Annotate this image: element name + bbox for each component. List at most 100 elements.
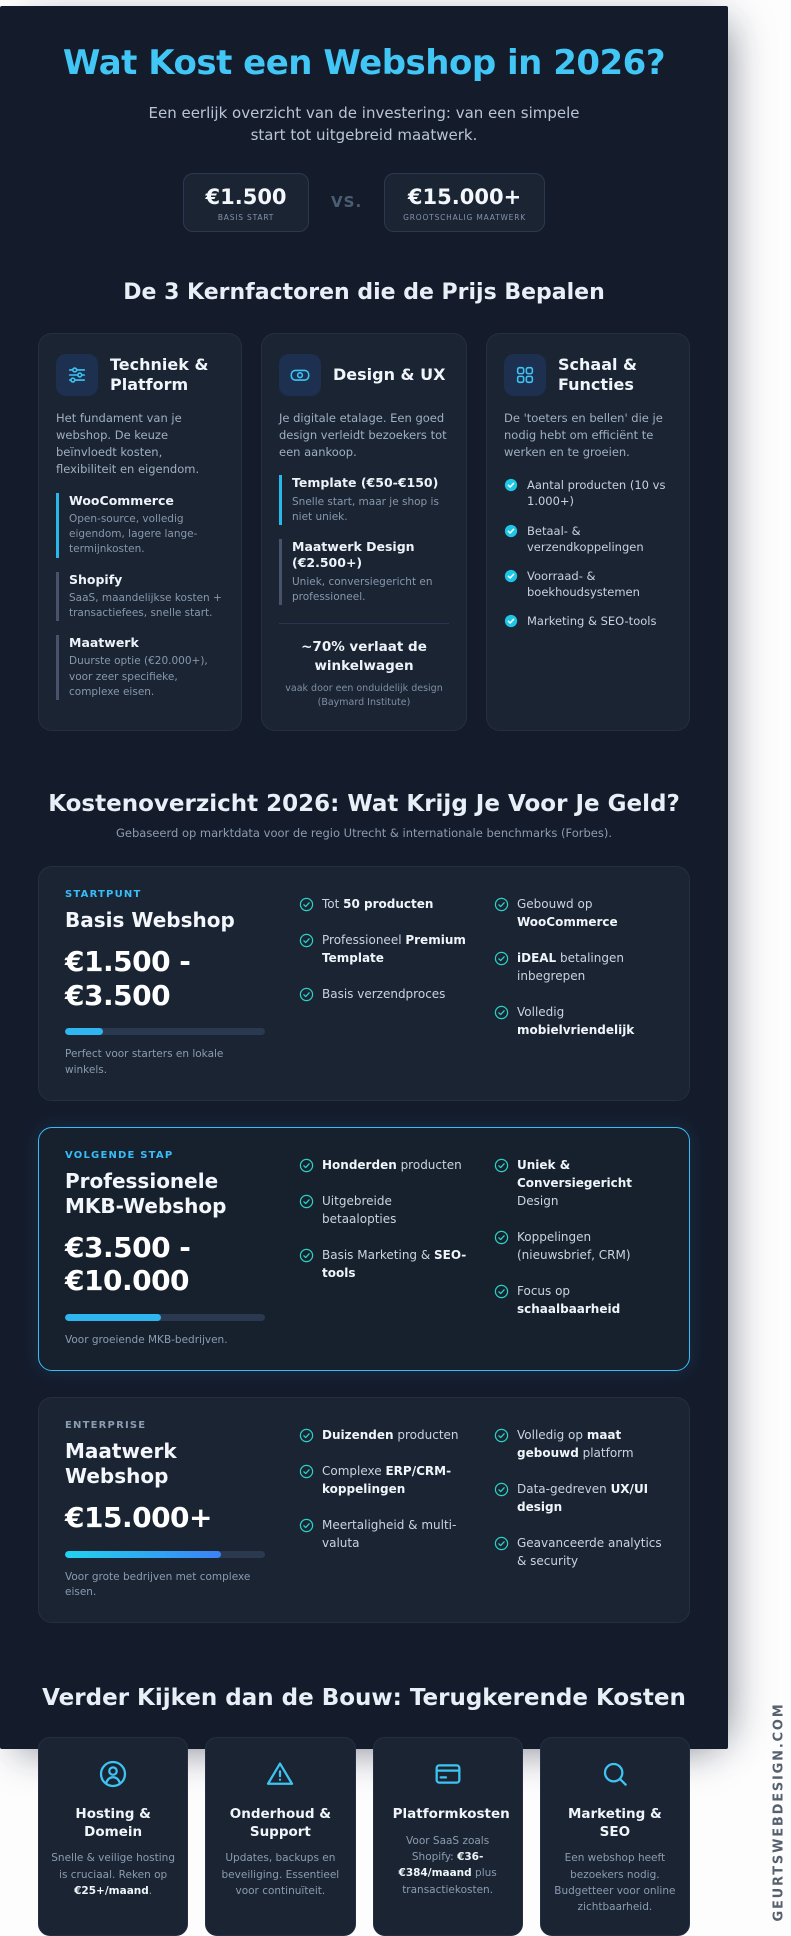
search-icon	[603, 1763, 627, 1787]
feature-item: Basis Marketing & SEO-tools	[299, 1246, 468, 1282]
feature-item: Professioneel Premium Template	[299, 931, 468, 967]
factor-card-description: Het fundament van je webshop. De keuze b…	[56, 410, 200, 477]
feature-item: Data-gedreven UX/UI design	[494, 1480, 663, 1516]
factor-card-techniek: Techniek & Platform Het fundament van je…	[38, 332, 242, 732]
tier-footnote: Voor groeiende MKB-bedrijven.	[65, 1334, 228, 1347]
overview-heading: Kostenoverzicht 2026: Wat Krijg Je Voor …	[48, 791, 680, 818]
basis-price-label: BASIS START	[217, 212, 275, 222]
feature-item: Volledig op maat gebouwd platform	[494, 1426, 663, 1462]
check-icon	[494, 1284, 509, 1299]
feature-item: Volledig mobielvriendelijk	[494, 1003, 663, 1039]
factor-item: Shopify SaaS, maandelijkse kosten + tran…	[56, 571, 224, 622]
checklist-item: Aantal producten (10 vs 1.000+)	[504, 477, 672, 509]
check-icon	[494, 898, 509, 912]
vs-separator: VS.	[331, 193, 363, 212]
feature-item: Gebouwd op WooCommerce	[494, 895, 663, 931]
check-icon	[299, 934, 314, 948]
checklist-item: Marketing & SEO-tools	[504, 613, 672, 629]
checklist-item: Betaal- & verzendkoppelingen	[504, 523, 672, 555]
recurring-card-title: Platformkosten	[392, 1806, 510, 1823]
grid-icon	[504, 353, 546, 396]
check-circle-icon	[504, 569, 518, 582]
feature-item: Tot 50 producten	[299, 895, 468, 913]
check-icon	[494, 1006, 509, 1020]
infographic-poster: Wat Kost een Webshop in 2026? Een eerlij…	[0, 6, 728, 1936]
check-icon	[494, 1483, 509, 1497]
check-icon	[299, 1519, 314, 1533]
check-icon	[299, 1194, 314, 1209]
feature-item: Koppelingen (nieuwsbrief, CRM)	[494, 1228, 663, 1264]
feature-item: Duizenden producten	[299, 1426, 468, 1444]
check-icon	[494, 1230, 509, 1245]
tier-price: €1.500 - €3.500	[65, 945, 191, 1012]
maatwerk-price: €15.000+	[407, 184, 522, 209]
check-icon	[299, 1158, 314, 1173]
price-box-maatwerk: €15.000+ GROOTSCHALIG MAATWERK	[384, 172, 545, 232]
recurring-card-hosting: Hosting & Domein Snelle & veilige hostin…	[38, 1737, 189, 1936]
factor-card-description: De 'toeters en bellen' die je nodig hebt…	[504, 410, 663, 460]
check-icon	[494, 1537, 509, 1551]
check-icon	[299, 1429, 314, 1443]
checklist-item: Voorraad- & boekhoudsystemen	[504, 568, 672, 600]
feature-item: Complexe ERP/CRM-koppelingen	[299, 1462, 468, 1498]
check-icon	[494, 952, 509, 966]
check-icon	[299, 988, 314, 1002]
factors-heading: De 3 Kernfactoren die de Prijs Bepalen	[123, 279, 605, 305]
recurring-card-marketing: Marketing & SEO Een webshop heeft bezoek…	[539, 1737, 690, 1936]
feature-item: Honderden producten	[299, 1156, 468, 1174]
price-box-basis: €1.500 BASIS START	[183, 172, 310, 232]
tier-features: Honderden producten Uitgebreide betaalop…	[299, 1150, 663, 1348]
callout-note: vaak door een onduidelijk design (Baymar…	[285, 682, 443, 708]
tier-tag: STARTPUNT	[65, 889, 142, 901]
recurring-card-platformkosten: Platformkosten Voor SaaS zoals Shopify: …	[372, 1737, 523, 1936]
maatwerk-price-label: GROOTSCHALIG MAATWERK	[403, 212, 526, 222]
price-progress-bar	[65, 1550, 265, 1558]
tier-features: Tot 50 producten Professioneel Premium T…	[299, 889, 663, 1078]
recurring-cards: Hosting & Domein Snelle & veilige hostin…	[38, 1737, 690, 1936]
check-circle-icon	[504, 479, 518, 492]
feature-item: Geavanceerde analytics & security	[494, 1534, 663, 1570]
factor-card-title: Schaal & Functies	[558, 354, 637, 394]
feature-item: Uitgebreide betaalopties	[299, 1192, 468, 1228]
feature-item: Basis verzendproces	[299, 985, 468, 1003]
factor-cards: Techniek & Platform Het fundament van je…	[38, 332, 690, 732]
factor-item: WooCommerce Open-source, volledig eigend…	[56, 492, 224, 558]
factor-card-title: Techniek & Platform	[110, 354, 209, 394]
feature-item: Uniek & Conversiegericht Design	[494, 1156, 663, 1210]
page-title: Wat Kost een Webshop in 2026?	[62, 43, 666, 83]
factor-item: Template (€50-€150) Snelle start, maar j…	[279, 475, 449, 526]
check-circle-icon	[504, 614, 518, 628]
tier-tag: VOLGENDE STAP	[65, 1149, 174, 1161]
recurring-card-text: Updates, backups en beveiliging. Essenti…	[221, 1852, 340, 1897]
tier-tag: ENTERPRISE	[65, 1420, 147, 1432]
tier-footnote: Perfect voor starters en lokale winkels.	[65, 1048, 224, 1076]
callout-stat: ~70% verlaat de winkelwagen	[301, 638, 427, 674]
factor-item: Maatwerk Design (€2.500+) Uniek, convers…	[279, 539, 449, 605]
feature-item: Focus op schaalbaarheid	[494, 1282, 663, 1318]
tier-card-mkb: VOLGENDE STAP Professionele MKB-Webshop …	[38, 1126, 690, 1372]
basis-price: €1.500	[205, 184, 287, 209]
banknote-icon	[279, 353, 321, 396]
recurring-card-title: Onderhoud & Support	[229, 1806, 331, 1840]
recurring-card-text: Een webshop heeft bezoekers nodig. Budge…	[554, 1852, 676, 1914]
price-progress-bar	[65, 1028, 265, 1036]
recurring-card-onderhoud: Onderhoud & Support Updates, backups en …	[205, 1737, 356, 1936]
recurring-heading: Verder Kijken dan de Bouw: Terugkerende …	[42, 1685, 686, 1712]
factor-card-schaal: Schaal & Functies De 'toeters en bellen'…	[486, 332, 690, 732]
page-subtitle: Een eerlijk overzicht van de investering…	[148, 104, 580, 144]
price-progress-bar	[65, 1314, 265, 1322]
tier-footnote: Voor grote bedrijven met complexe eisen.	[65, 1570, 251, 1599]
factor-card-description: Je digitale etalage. Een goed design ver…	[279, 410, 447, 460]
function-checklist: Aantal producten (10 vs 1.000+) Betaal- …	[504, 477, 672, 629]
feature-item: iDEAL betalingen inbegrepen	[494, 949, 663, 985]
user-icon	[99, 1761, 127, 1788]
recurring-card-text: Voor SaaS zoals Shopify: €36-€384/maand …	[398, 1834, 497, 1896]
recurring-card-title: Marketing & SEO	[567, 1806, 662, 1840]
overview-subheading: Gebaseerd op marktdata voor de regio Utr…	[115, 826, 612, 841]
factor-item: Maatwerk Duurste optie (€20.000+), voor …	[56, 635, 224, 701]
check-icon	[299, 1248, 314, 1263]
check-icon	[494, 1429, 509, 1443]
price-comparison: €1.500 BASIS START VS. €15.000+ GROOTSCH…	[38, 172, 690, 232]
sliders-icon	[56, 353, 98, 396]
factor-card-title: Design & UX	[333, 364, 446, 384]
